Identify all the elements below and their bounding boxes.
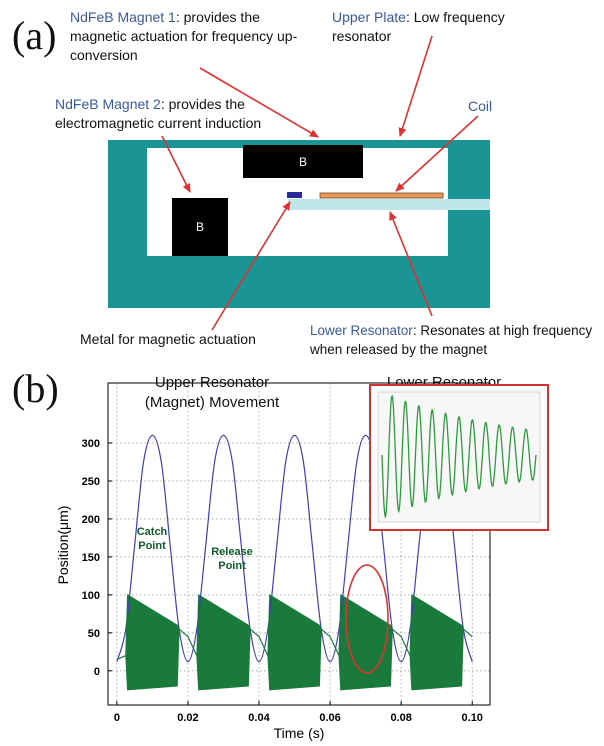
annotation: Metal for magnetic actuation [80, 330, 256, 349]
annotation: Release [211, 546, 253, 558]
y-tick-label: 50 [88, 628, 100, 640]
annotation: (Magnet) Movement [145, 394, 280, 411]
x-axis-label: Time (s) [274, 725, 325, 741]
annotation: Upper Plate: Low frequency resonator [332, 8, 547, 46]
annotation: Point [218, 560, 246, 572]
magnet-mark: B [299, 155, 307, 169]
cantilever [288, 199, 490, 210]
term: NdFeB Magnet 2 [55, 96, 161, 112]
annotation: Point [138, 540, 166, 552]
x-tick-label: 0.02 [177, 712, 198, 724]
y-tick-label: 200 [82, 514, 100, 526]
x-tick-label: 0.08 [390, 712, 411, 724]
figure: B B 0 50 100 150 200 250 300 0 0.02 0.04 0.06 0.08 0… [0, 0, 604, 746]
term: Upper Plate [332, 9, 406, 25]
arrow [400, 36, 432, 136]
x-tick-label: 0 [114, 712, 120, 724]
annotation: NdFeB Magnet 1: provides the magnetic ac… [70, 8, 315, 65]
coil [320, 193, 443, 198]
y-tick-label: 150 [82, 552, 100, 564]
y-tick-label: 300 [82, 438, 100, 450]
term: Lower Resonator [310, 323, 413, 338]
x-tick-label: 0.04 [248, 712, 270, 724]
magnet-mark: B [196, 220, 204, 234]
metal [287, 192, 302, 198]
term: NdFeB Magnet 1 [70, 9, 176, 25]
annotation: NdFeB Magnet 2: provides the electromagn… [55, 95, 315, 133]
x-tick-label: 0.06 [319, 712, 340, 724]
y-tick-label: 100 [82, 590, 100, 602]
y-axis-label: Position(μm) [55, 506, 71, 585]
term: Coil [468, 98, 492, 114]
panel-label: (b) [12, 365, 59, 412]
desc: Metal for magnetic actuation [80, 331, 256, 347]
y-tick-label: 250 [82, 476, 100, 488]
annotation: Coil [468, 97, 492, 116]
annotation: Catch [137, 526, 168, 538]
panel-label: (a) [12, 12, 56, 59]
annotation: Upper Resonator [155, 374, 269, 391]
y-tick-label: 0 [94, 666, 100, 678]
annotation: Lower Resonator: Resonates at high frequ… [310, 321, 602, 359]
x-tick-label: 0.10 [462, 712, 483, 724]
